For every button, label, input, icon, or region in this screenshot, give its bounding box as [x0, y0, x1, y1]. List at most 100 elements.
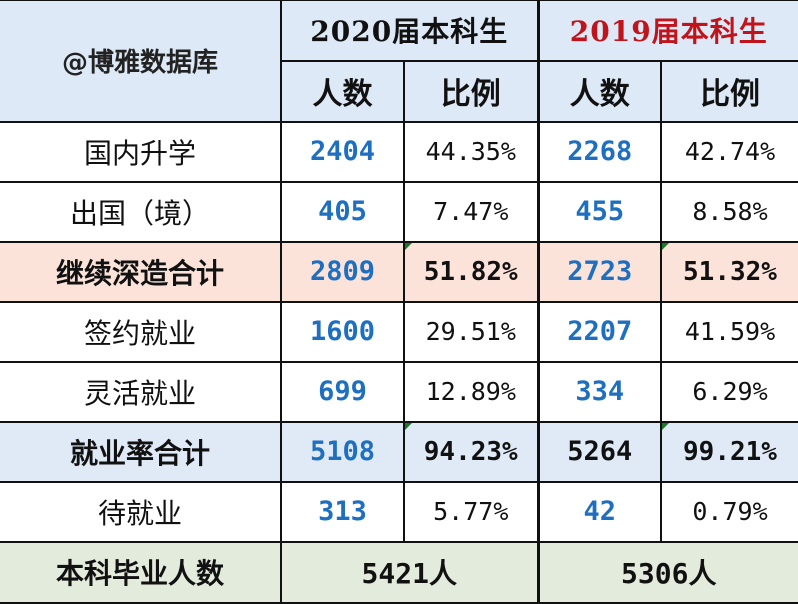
row-label-cell: 出国（境）	[0, 180, 282, 243]
pct-2019-cell: 42.74%	[660, 120, 798, 183]
count-2020: 1600	[309, 316, 376, 347]
pct-2019-cell: 8.58%	[660, 180, 798, 243]
count-2019-cell: 2207	[537, 300, 662, 363]
pct-2020-cell: 5.77%	[403, 480, 540, 543]
row-label: 继续深造合计	[55, 256, 224, 290]
pct-2019: 41.59%	[684, 317, 776, 346]
pct-2020-cell: 94.23%	[403, 420, 540, 483]
pct-2020: 12.89%	[425, 377, 516, 406]
count-2019: 2723	[567, 256, 633, 287]
total-label: 本科毕业人数	[55, 557, 224, 590]
pct-2020-cell: 12.89%	[403, 360, 540, 423]
count-2019-cell: 5264	[537, 420, 662, 483]
row-label-cell: 国内升学	[0, 120, 282, 183]
count-2020-cell: 2404	[280, 120, 405, 183]
count-2019: 334	[575, 376, 625, 407]
count-2020: 2809	[309, 256, 376, 287]
table-row: 灵活就业 699 12.89% 334 6.29%	[0, 360, 798, 423]
subheader-label: 比例	[440, 77, 501, 112]
pct-2020: 94.23%	[423, 436, 518, 467]
total-graduates-row: 本科毕业人数 5421人 5306人	[0, 540, 798, 604]
subtotal-row-further-study: 继续深造合计 2809 51.82% 2723 51.32%	[0, 240, 798, 303]
count-2019: 2207	[567, 316, 633, 347]
pct-2019-cell: 41.59%	[660, 300, 798, 363]
pct-2020: 51.82%	[423, 256, 518, 287]
group-label-2020: 2020届本科生	[310, 15, 509, 49]
count-2019-cell: 42	[537, 480, 662, 543]
row-label-cell: 就业率合计	[0, 420, 282, 483]
total-label-cell: 本科毕业人数	[0, 540, 282, 604]
formula-indicator-icon	[406, 243, 412, 250]
row-label-cell: 待就业	[0, 480, 282, 543]
count-2020-cell: 313	[280, 480, 405, 543]
total-2020-cell: 5421人	[280, 540, 540, 604]
pct-2020: 5.77%	[433, 497, 509, 526]
count-2019: 5264	[567, 436, 633, 467]
total-2019-cell: 5306人	[537, 540, 798, 604]
total-2020: 5421人	[361, 557, 457, 590]
count-2019-cell: 2723	[537, 240, 662, 303]
count-2020: 699	[318, 376, 367, 407]
pct-2020-cell: 29.51%	[403, 300, 540, 363]
table-row: 出国（境） 405 7.47% 455 8.58%	[0, 180, 798, 243]
pct-2019-cell: 51.32%	[660, 240, 798, 303]
pct-2019: 0.79%	[692, 497, 768, 526]
subheader-label: 人数	[569, 77, 630, 112]
count-2020-cell: 2809	[280, 240, 405, 303]
pct-2020-cell: 7.47%	[403, 180, 540, 243]
table-row: 国内升学 2404 44.35% 2268 42.74%	[0, 120, 798, 183]
row-label-cell: 继续深造合计	[0, 240, 282, 303]
subheader-label: 人数	[312, 77, 373, 112]
subheader-2020-count: 人数	[280, 59, 405, 123]
count-2020-cell: 699	[280, 360, 405, 423]
row-label: 国内升学	[83, 136, 196, 170]
count-2020-cell: 405	[280, 180, 405, 243]
row-label-cell: 签约就业	[0, 300, 282, 363]
pct-2019: 8.58%	[692, 197, 768, 226]
formula-indicator-icon	[406, 423, 412, 430]
total-2019: 5306人	[621, 557, 717, 590]
pct-2019: 42.74%	[684, 137, 776, 166]
count-2019-cell: 2268	[537, 120, 662, 183]
row-label: 签约就业	[83, 316, 196, 350]
count-2019: 2268	[567, 136, 633, 167]
pct-2019-cell: 99.21%	[660, 420, 798, 483]
group-label-2019: 2019届本科生	[569, 15, 768, 49]
pct-2020-cell: 51.82%	[403, 240, 540, 303]
count-2019-cell: 455	[537, 180, 662, 243]
count-2020: 2404	[309, 136, 376, 167]
pct-2020-cell: 44.35%	[403, 120, 540, 183]
subheader-label: 比例	[700, 77, 760, 112]
row-label: 出国（境）	[69, 196, 210, 230]
count-2020: 5108	[309, 436, 376, 467]
row-label: 灵活就业	[83, 376, 196, 410]
subheader-2019-count: 人数	[537, 59, 662, 123]
subtotal-row-employment: 就业率合计 5108 94.23% 5264 99.21%	[0, 420, 798, 483]
count-2020-cell: 1600	[280, 300, 405, 363]
formula-indicator-icon	[663, 423, 669, 430]
group-header-2019: 2019届本科生	[537, 0, 798, 62]
pct-2019: 51.32%	[683, 256, 777, 287]
row-label: 就业率合计	[69, 436, 210, 470]
subheader-2020-pct: 比例	[403, 59, 540, 123]
count-2019-cell: 334	[537, 360, 662, 423]
row-label: 待就业	[97, 496, 182, 530]
count-2019: 455	[575, 196, 625, 227]
pct-2020: 7.47%	[433, 197, 509, 226]
count-2019: 42	[583, 496, 616, 527]
pct-2019-cell: 6.29%	[660, 360, 798, 423]
pct-2020: 29.51%	[425, 317, 516, 346]
pct-2019-cell: 0.79%	[660, 480, 798, 543]
watermark-header-cell: @博雅数据库	[0, 0, 282, 123]
formula-indicator-icon	[663, 243, 669, 250]
count-2020: 313	[318, 496, 367, 527]
group-header-2020: 2020届本科生	[280, 0, 540, 62]
count-2020-cell: 5108	[280, 420, 405, 483]
table-row: 签约就业 1600 29.51% 2207 41.59%	[0, 300, 798, 363]
row-label-cell: 灵活就业	[0, 360, 282, 423]
pct-2020: 44.35%	[425, 137, 516, 166]
table-row: 待就业 313 5.77% 42 0.79%	[0, 480, 798, 543]
watermark-label: @博雅数据库	[61, 48, 218, 79]
pct-2019: 99.21%	[683, 436, 777, 467]
